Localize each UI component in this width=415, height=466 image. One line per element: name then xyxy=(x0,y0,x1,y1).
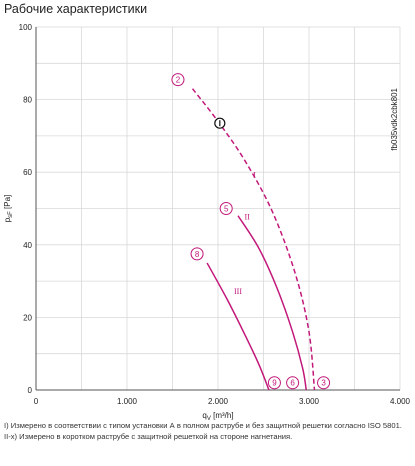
operating-point xyxy=(214,117,226,129)
marker-number: 3 xyxy=(321,379,326,388)
marker-circle xyxy=(190,247,204,261)
marker-number: 8 xyxy=(195,250,200,259)
marker-circle xyxy=(286,376,300,390)
curve-label-iii: III xyxy=(234,287,242,296)
x-tick-label: 4.000 xyxy=(390,397,411,406)
footnote-2: II-x) Измерено в коротком раструбе с защ… xyxy=(4,431,293,441)
y-tick-label: 100 xyxy=(19,23,33,32)
marker-number: 5 xyxy=(224,205,229,214)
marker-6: 6 xyxy=(286,376,300,390)
y-tick-label: 40 xyxy=(23,241,32,250)
marker-2: 2 xyxy=(171,73,185,87)
footnote-1: I) Измерено в соответствии с типом устан… xyxy=(4,421,402,430)
marker-circle xyxy=(219,202,233,215)
y-axis-label: psF [Pa] xyxy=(3,195,14,223)
marker-circle xyxy=(171,73,185,87)
axes: 0 20 40 60 80 100 0 1.000 2.000 3.000 4.000 qV [m³/… xyxy=(3,23,411,420)
series-layer xyxy=(191,88,316,391)
marker-5: 5 xyxy=(219,202,233,215)
x-tick-label: 0 xyxy=(34,397,39,406)
y-tick-label: 20 xyxy=(23,313,32,322)
x-tick-label: 2.000 xyxy=(208,397,229,406)
performance-chart: 0 20 40 60 80 100 0 1.000 2.000 3.000 4.000 qV [m³/… xyxy=(3,23,411,420)
marker-number: 6 xyxy=(290,379,295,388)
series-line-ii xyxy=(237,215,308,391)
marker-9: 9 xyxy=(267,376,281,390)
x-tick-label: 3.000 xyxy=(299,397,320,406)
marker-number: 2 xyxy=(176,76,181,85)
figure-code-label: fb035vdk2cbk801 xyxy=(390,87,399,150)
y-tick-label: 60 xyxy=(23,168,32,177)
marker-8: 8 xyxy=(190,247,204,261)
x-axis-label: qV [m³/h] xyxy=(202,411,233,420)
series-line-iii xyxy=(206,262,270,391)
y-tick-label: 0 xyxy=(28,386,33,395)
curve-label-i: I xyxy=(253,171,256,180)
grid xyxy=(35,26,401,391)
y-tick-label: 80 xyxy=(23,96,32,105)
marker-circle xyxy=(317,376,331,390)
marker-3: 3 xyxy=(317,376,331,390)
x-tick-label: 1.000 xyxy=(117,397,138,406)
marker-number: 9 xyxy=(272,379,277,388)
footnotes: I) Измерено в соответствии с типом устан… xyxy=(4,421,409,442)
chart-title: Рабочие характеристики xyxy=(4,2,148,16)
marker-circle xyxy=(267,376,281,390)
curve-label-ii: II xyxy=(244,212,250,221)
